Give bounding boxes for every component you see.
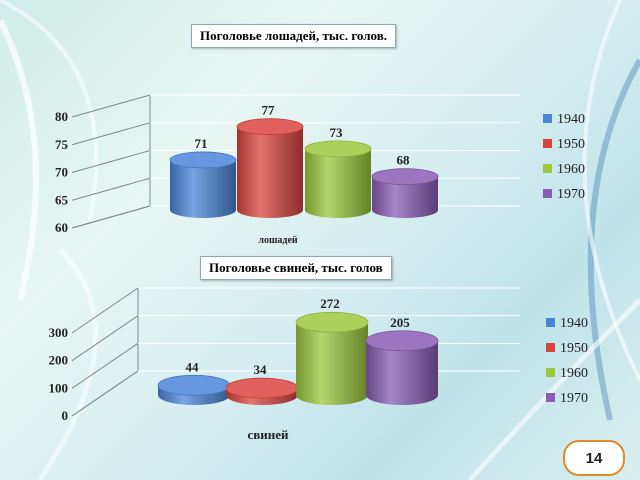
chart1-grid-diag — [71, 177, 151, 201]
bar-top-лошадей-1970 — [371, 168, 439, 186]
bar-top-лошадей-1960 — [304, 140, 372, 158]
legend-label-1960: 1960 — [557, 162, 585, 177]
page-number-badge: 14 — [563, 440, 625, 476]
data-label-лошадей-1950: 77 — [262, 103, 276, 118]
legend-label-1970: 1970 — [557, 187, 585, 202]
data-label-свиней-1940: 44 — [186, 359, 200, 374]
legend-swatch-1940 — [546, 318, 555, 327]
legend-swatch-1950 — [546, 343, 555, 352]
bar-свиней-1960 — [296, 322, 368, 405]
chart1-ytick-label: 80 — [55, 109, 68, 124]
bar-top-свиней-1960 — [295, 311, 369, 333]
data-label-свиней-1950: 34 — [254, 362, 268, 377]
legend-label-1940: 1940 — [560, 316, 588, 331]
chart1-grid-diag — [71, 150, 151, 173]
chart1-grid-diag — [71, 122, 151, 146]
legend-swatch-1970 — [543, 189, 552, 198]
legend-swatch-1940 — [543, 114, 552, 123]
chart2-grid-diag — [71, 342, 139, 389]
chart2-ytick-label: 100 — [49, 380, 69, 395]
data-label-лошадей-1970: 68 — [397, 153, 411, 168]
legend-swatch-1950 — [543, 139, 552, 148]
bar-top-лошадей-1950 — [236, 118, 304, 136]
chart2-grid-diag — [71, 315, 139, 362]
bar-лошадей-1950 — [237, 126, 303, 218]
chart2-grid-diag — [71, 287, 139, 334]
bar-лошадей-1970 — [372, 176, 438, 218]
chart1-ytick-label: 60 — [55, 220, 68, 235]
bar-лошадей-1940 — [170, 159, 236, 218]
legend-label-1970: 1970 — [560, 391, 588, 406]
legend-swatch-1960 — [546, 368, 555, 377]
chart2-ytick-label: 0 — [62, 408, 69, 423]
legend-label-1960: 1960 — [560, 366, 588, 381]
chart1-ytick-label: 75 — [55, 137, 69, 152]
chart1-title: Поголовье лошадей, тыс. голов. — [191, 24, 396, 48]
chart1-grid-diag — [71, 205, 151, 229]
chart2-ytick-label: 200 — [49, 353, 69, 368]
legend-swatch-1970 — [546, 393, 555, 402]
data-label-свиней-1970: 205 — [390, 315, 410, 330]
data-label-лошадей-1940: 71 — [195, 136, 208, 151]
chart2-title: Поголовье свиней, тыс. голов — [200, 256, 392, 280]
legend-label-1950: 1950 — [557, 137, 585, 152]
bar-top-свиней-1950 — [225, 377, 299, 399]
chart1-x-label: лошадей — [258, 235, 298, 246]
chart2-grid-diag — [71, 370, 139, 417]
bar-лошадей-1960 — [305, 148, 371, 218]
legend-swatch-1960 — [543, 164, 552, 173]
chart1-ytick-label: 70 — [55, 165, 68, 180]
bar-top-свиней-1940 — [157, 374, 231, 396]
chart2-ytick-label: 300 — [49, 325, 69, 340]
chart1-grid-diag — [71, 94, 151, 118]
data-label-свиней-1960: 272 — [320, 296, 340, 311]
data-label-лошадей-1960: 73 — [330, 125, 344, 140]
legend-label-1940: 1940 — [557, 112, 585, 127]
chart1-ytick-label: 65 — [55, 192, 69, 207]
chart2-x-label: свиней — [247, 427, 289, 442]
bar-свиней-1970 — [366, 340, 438, 405]
legend-label-1950: 1950 — [560, 341, 588, 356]
bar-top-свиней-1970 — [365, 330, 439, 352]
bar-top-лошадей-1940 — [169, 151, 237, 169]
